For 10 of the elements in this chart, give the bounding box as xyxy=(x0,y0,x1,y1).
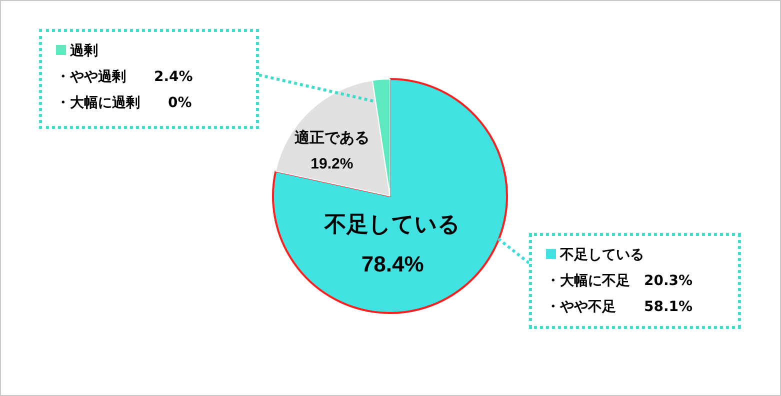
data-label: 19.2% xyxy=(310,156,354,173)
slice-label: 不足している xyxy=(324,211,461,236)
legend-label: 不足している xyxy=(558,246,645,265)
text: ・大幅に過剰 0% xyxy=(56,94,193,113)
data-label: 78.4% xyxy=(361,251,424,276)
text: ・やや不足 58.1% xyxy=(546,298,694,317)
text: ・大幅に不足 20.3% xyxy=(546,272,694,291)
text: ・やや過剰 2.4% xyxy=(56,68,194,87)
slice-label: 適正である xyxy=(293,128,370,147)
legend-label: 過剰 xyxy=(69,42,99,61)
